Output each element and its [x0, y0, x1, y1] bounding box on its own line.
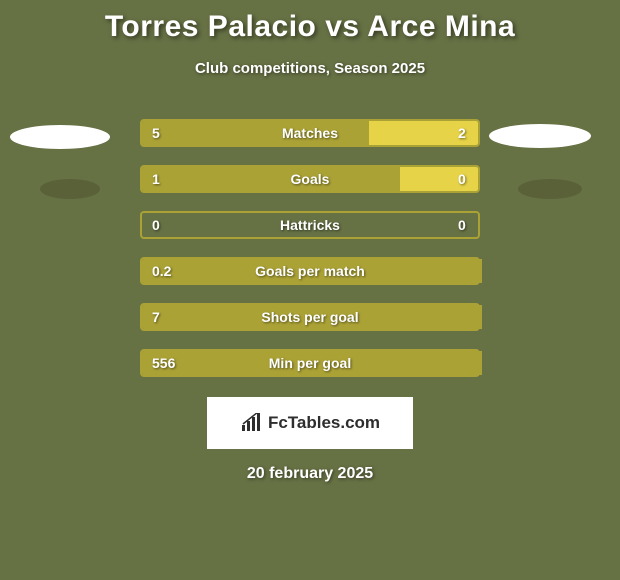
bar-left-fill	[142, 121, 373, 145]
bar-track	[140, 349, 480, 377]
stat-row: 10Goals	[0, 165, 620, 193]
bar-left-fill	[142, 167, 404, 191]
stat-row: 52Matches	[0, 119, 620, 147]
bar-track	[140, 165, 480, 193]
bar-left-fill	[142, 305, 482, 329]
fctables-logo: FcTables.com	[207, 397, 413, 449]
stat-row: 0.2Goals per match	[0, 257, 620, 285]
stat-left-value: 1	[152, 165, 160, 193]
stat-left-value: 556	[152, 349, 175, 377]
stat-row: 556Min per goal	[0, 349, 620, 377]
stat-left-value: 7	[152, 303, 160, 331]
bar-track	[140, 257, 480, 285]
page-subtitle: Club competitions, Season 2025	[0, 60, 620, 77]
stat-left-value: 0	[152, 211, 160, 239]
stat-right-value: 0	[458, 165, 466, 193]
bar-left-fill	[142, 259, 482, 283]
bar-track	[140, 119, 480, 147]
bar-right-fill	[400, 167, 478, 191]
stat-right-value: 2	[458, 119, 466, 147]
date-label: 20 february 2025	[0, 465, 620, 483]
stat-row: 00Hattricks	[0, 211, 620, 239]
stat-chart: 52Matches10Goals00Hattricks0.2Goals per …	[0, 119, 620, 377]
stat-left-value: 0.2	[152, 257, 171, 285]
logo-text: FcTables.com	[268, 413, 380, 433]
bar-track	[140, 211, 480, 239]
bar-track	[140, 303, 480, 331]
chart-icon	[240, 413, 264, 433]
page-title: Torres Palacio vs Arce Mina	[0, 0, 620, 44]
stat-row: 7Shots per goal	[0, 303, 620, 331]
stat-left-value: 5	[152, 119, 160, 147]
bar-left-fill	[142, 351, 482, 375]
stat-right-value: 0	[458, 211, 466, 239]
